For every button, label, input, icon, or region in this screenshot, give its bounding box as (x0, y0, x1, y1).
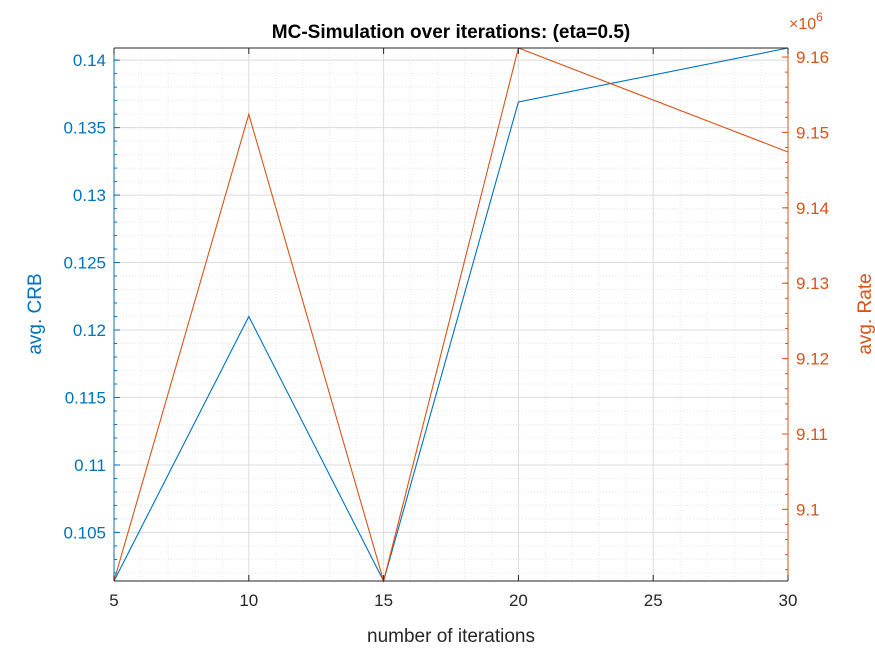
right-tick-label: 9.16 (796, 48, 829, 67)
right-y-axis-label: avg. Rate (855, 273, 875, 354)
chart-title: MC-Simulation over iterations: (eta=0.5) (272, 22, 630, 43)
right-tick-label: 9.13 (796, 274, 829, 293)
right-tick-label: 9.14 (796, 199, 829, 218)
right-axis-exponent: ×106 (789, 10, 823, 33)
right-tick-label: 9.12 (796, 350, 829, 369)
x-tick-label: 5 (109, 591, 118, 610)
x-axis-label: number of iterations (367, 626, 535, 647)
right-tick-label: 9.1 (796, 500, 820, 519)
left-tick-label: 0.12 (73, 321, 106, 340)
x-tick-label: 25 (644, 591, 663, 610)
left-tick-label: 0.125 (63, 254, 106, 273)
x-tick-label: 15 (374, 591, 393, 610)
axes (113, 47, 789, 582)
left-tick-label: 0.13 (73, 186, 106, 205)
left-tick-label: 0.14 (73, 51, 106, 70)
left-tick-label: 0.11 (74, 456, 106, 475)
x-tick-label: 20 (509, 591, 528, 610)
x-tick-label: 10 (239, 591, 258, 610)
tick-labels: 5 10 15 20 25 30 0.105 0.11 0.115 0.12 0.125 0.13 0.… (63, 48, 829, 610)
left-tick-label: 0.135 (63, 119, 106, 138)
grid (113, 48, 789, 581)
left-tick-label: 0.115 (65, 388, 106, 407)
left-tick-label: 0.105 (63, 523, 106, 542)
left-y-axis-label: avg. CRB (25, 273, 46, 354)
right-tick-label: 9.15 (796, 123, 829, 142)
x-tick-label: 30 (779, 591, 798, 610)
right-tick-label: 9.11 (796, 425, 828, 444)
